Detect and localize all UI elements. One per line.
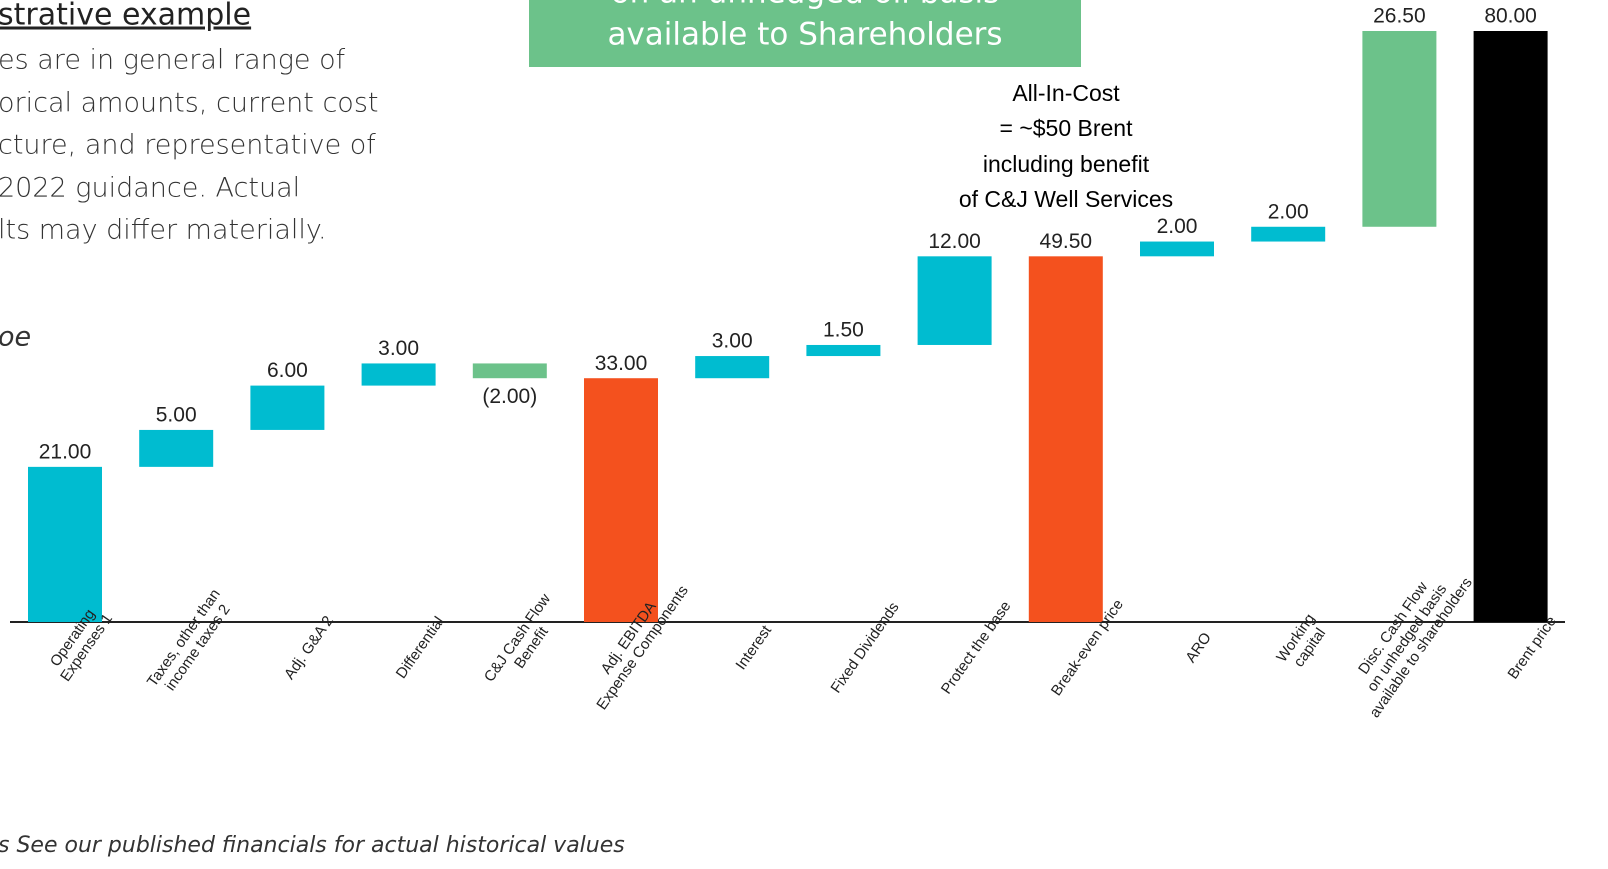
- callout-line: on an unhedged oil basis: [611, 0, 1000, 11]
- x-tick-label-line: Interest: [732, 622, 775, 673]
- x-tick-label: Fixed Dividends: [827, 599, 902, 696]
- x-tick-label: Interest: [732, 622, 775, 673]
- note-line: cture, and representative of: [0, 130, 376, 161]
- x-tick-label: Taxes, other thanincome taxes 2: [144, 586, 238, 700]
- value-label: 3.00: [712, 330, 753, 353]
- footnote: s See our published financials for actua…: [0, 833, 625, 858]
- bar: [1028, 256, 1103, 622]
- value-label: 33.00: [595, 352, 648, 375]
- bar: [139, 429, 214, 467]
- bar: [584, 378, 658, 622]
- bar: [472, 363, 547, 379]
- value-label: 6.00: [267, 359, 308, 382]
- value-label: 26.50: [1373, 5, 1426, 28]
- x-tick-label: ARO: [1182, 630, 1215, 666]
- value-label: 1.50: [823, 319, 864, 342]
- bar: [28, 466, 102, 622]
- bar: [806, 344, 881, 357]
- x-tick-label: Brent price: [1504, 613, 1560, 682]
- note-line: orical amounts, current cost: [0, 88, 378, 119]
- note-line: es are in general range of: [0, 45, 346, 76]
- value-label: 2.00: [1268, 200, 1309, 223]
- callout-line: available to Shareholders: [607, 17, 1002, 53]
- x-tick-label: Protect the base: [938, 598, 1015, 697]
- value-label: 3.00: [378, 337, 419, 360]
- title: strative example: [0, 0, 251, 33]
- value-label: 80.00: [1484, 5, 1537, 28]
- x-tick-label: Disc. Cash Flowon unhedged basisavailabl…: [1338, 555, 1475, 721]
- x-tick-label-line: Fixed Dividends: [827, 599, 902, 696]
- notes: es are in general range of orical amount…: [0, 45, 378, 246]
- value-label: 49.50: [1040, 230, 1093, 253]
- value-label: 12.00: [928, 230, 981, 253]
- x-tick-label-line: ARO: [1182, 630, 1215, 666]
- bar: [361, 363, 436, 386]
- unit-label: oe: [0, 322, 31, 353]
- annotation-line: including benefit: [983, 151, 1150, 177]
- bar: [917, 256, 992, 345]
- bar: [695, 356, 770, 379]
- value-label: 21.00: [39, 440, 92, 463]
- x-tick-label-line: Brent price: [1504, 613, 1560, 682]
- bar: [1251, 226, 1326, 242]
- annotation-line: of C&J Well Services: [959, 186, 1173, 212]
- note-line: lts may differ materially.: [0, 215, 327, 246]
- value-label: (2.00): [482, 385, 537, 408]
- x-tick-label-line: Protect the base: [938, 598, 1015, 697]
- x-tick-label-line: Differential: [393, 614, 448, 682]
- value-label: 2.00: [1157, 215, 1198, 238]
- bar: [1473, 31, 1548, 622]
- x-tick-label: Adj. G&A 2: [281, 613, 337, 683]
- callout-box: [529, 0, 1081, 67]
- annotation-line: All-In-Cost: [1012, 80, 1120, 106]
- note-line: 2022 guidance. Actual: [0, 173, 300, 204]
- x-tick-label: C&J Cash FlowBenefit: [481, 591, 568, 695]
- bar: [250, 385, 325, 430]
- bar: [1362, 31, 1437, 227]
- x-tick-label: Differential: [393, 614, 448, 682]
- annotation-line: = ~$50 Brent: [1000, 115, 1134, 141]
- x-tick-label-line: Adj. G&A 2: [281, 613, 337, 683]
- value-label: 5.00: [156, 403, 197, 426]
- bar: [1140, 241, 1214, 257]
- x-tick-label: Workingcapital: [1273, 611, 1332, 675]
